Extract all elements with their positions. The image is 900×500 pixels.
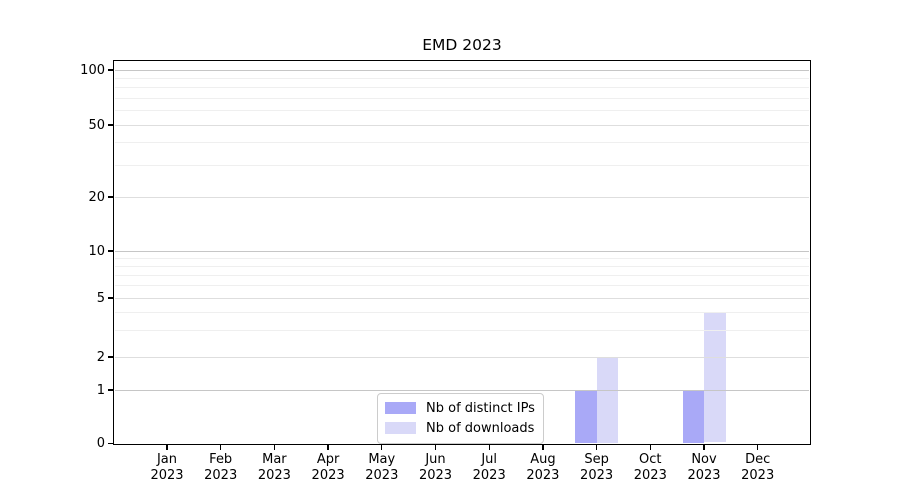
y-tick-mark	[108, 442, 113, 445]
gridline-minor	[115, 164, 809, 166]
gridline-minor	[115, 265, 809, 267]
legend-item: Nb of downloads	[385, 420, 535, 436]
gridline-minor	[115, 330, 809, 332]
x-tick-label: Jun 2023	[418, 452, 453, 483]
x-tick-mark	[488, 445, 490, 450]
gridline-minor	[115, 77, 809, 79]
gridline-minor	[115, 142, 809, 144]
y-tick-mark	[108, 356, 113, 358]
y-tick-mark	[108, 297, 113, 299]
y-tick-label: 1	[96, 382, 105, 398]
x-tick-label: Oct 2023	[633, 452, 667, 483]
y-tick-label: 2	[96, 349, 105, 365]
y-tick-label: 50	[88, 117, 105, 133]
x-tick-mark	[220, 445, 222, 450]
gridline-major	[115, 69, 809, 71]
y-tick-mark	[108, 196, 113, 198]
x-tick-label: Jan 2023	[150, 452, 184, 483]
gridline-minor	[115, 311, 809, 313]
gridline-major	[115, 389, 809, 391]
x-tick-mark	[703, 445, 705, 450]
x-tick-mark	[327, 445, 329, 450]
x-tick-mark	[381, 445, 383, 450]
x-tick-label: May 2023	[365, 452, 399, 483]
x-tick-mark	[166, 445, 168, 450]
x-tick-label: Mar 2023	[257, 452, 291, 483]
legend-item: Nb of distinct IPs	[385, 400, 535, 416]
gridline-major	[115, 250, 809, 252]
x-tick-label: Apr 2023	[311, 452, 345, 483]
bar-nb-of-downloads	[704, 312, 726, 443]
y-tick-mark	[108, 69, 113, 71]
gridline-minor	[115, 97, 809, 99]
legend-swatch-nb-of-downloads-icon	[385, 422, 416, 434]
x-tick-label: Feb 2023	[204, 452, 238, 483]
y-tick-mark	[108, 124, 113, 126]
x-tick-mark	[757, 445, 759, 450]
x-tick-label: Aug 2023	[526, 452, 560, 483]
gridline-major	[115, 196, 809, 198]
legend-label: Nb of distinct IPs	[426, 400, 535, 416]
x-tick-label: Nov 2023	[687, 452, 721, 483]
legend-swatch-nb-of-distinct-ips-icon	[385, 402, 416, 414]
y-tick-label: 0	[96, 436, 105, 451]
x-tick-mark	[542, 445, 544, 450]
y-tick-mark	[108, 250, 113, 252]
gridline-minor	[115, 274, 809, 276]
x-tick-label: Dec 2023	[741, 452, 775, 483]
gridline-major	[115, 356, 809, 358]
x-tick-mark	[434, 445, 437, 450]
gridline-major	[115, 124, 809, 126]
x-tick-mark	[649, 445, 651, 450]
y-tick-label: 100	[80, 62, 105, 78]
gridline-major	[115, 297, 809, 299]
x-tick-label: Sep 2023	[580, 452, 614, 483]
bar-nb-of-distinct-ips	[682, 390, 704, 443]
gridline-minor	[115, 87, 809, 89]
y-tick-label: 10	[88, 243, 105, 259]
legend-label: Nb of downloads	[426, 420, 535, 436]
chart-title: EMD 2023	[422, 36, 502, 54]
y-tick-label: 20	[88, 189, 105, 205]
gridline-minor	[115, 285, 809, 287]
bar-nb-of-downloads	[596, 357, 619, 443]
legend: Nb of distinct IPs Nb of downloads	[377, 393, 544, 444]
gridline-minor	[115, 110, 809, 112]
bar-nb-of-distinct-ips	[575, 390, 597, 443]
y-tick-mark	[108, 389, 113, 391]
x-tick-mark	[595, 445, 598, 450]
y-tick-label: 5	[96, 290, 105, 306]
plot-area	[113, 60, 811, 445]
x-tick-label: Jul 2023	[472, 452, 506, 483]
gridline-minor	[115, 257, 809, 259]
x-tick-mark	[273, 445, 276, 450]
